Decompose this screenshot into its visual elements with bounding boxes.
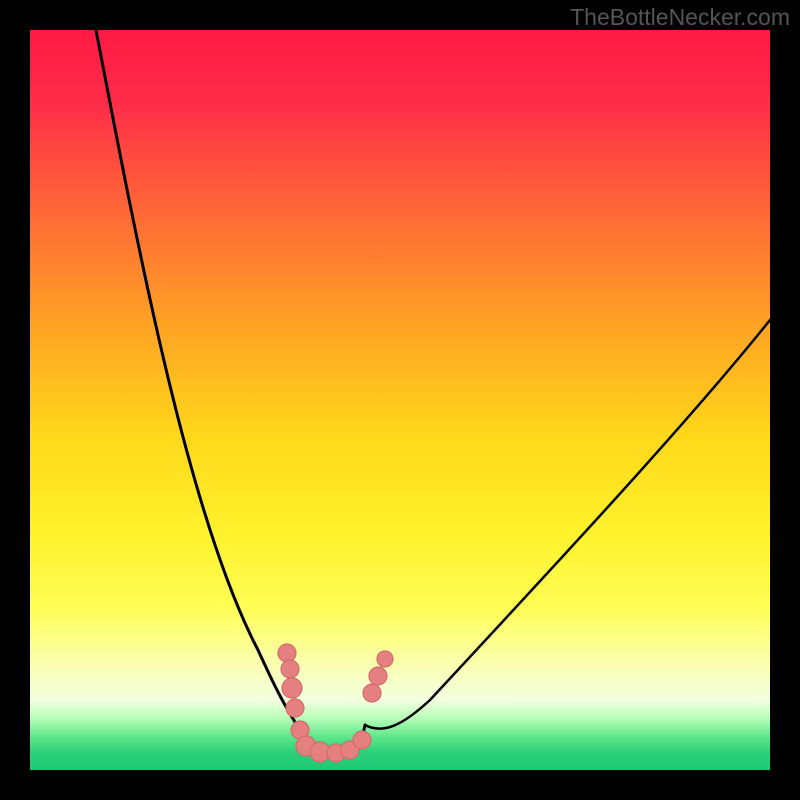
bead xyxy=(363,684,381,702)
bead xyxy=(282,678,302,698)
bead xyxy=(281,660,299,678)
bead xyxy=(353,731,371,749)
bottleneck-chart xyxy=(0,0,800,800)
bead xyxy=(286,699,304,717)
chart-stage: TheBottleNecker.com xyxy=(0,0,800,800)
bead xyxy=(377,651,393,667)
watermark-text: TheBottleNecker.com xyxy=(570,4,790,31)
bead xyxy=(278,644,296,662)
bead xyxy=(369,667,387,685)
plot-area xyxy=(30,30,770,770)
